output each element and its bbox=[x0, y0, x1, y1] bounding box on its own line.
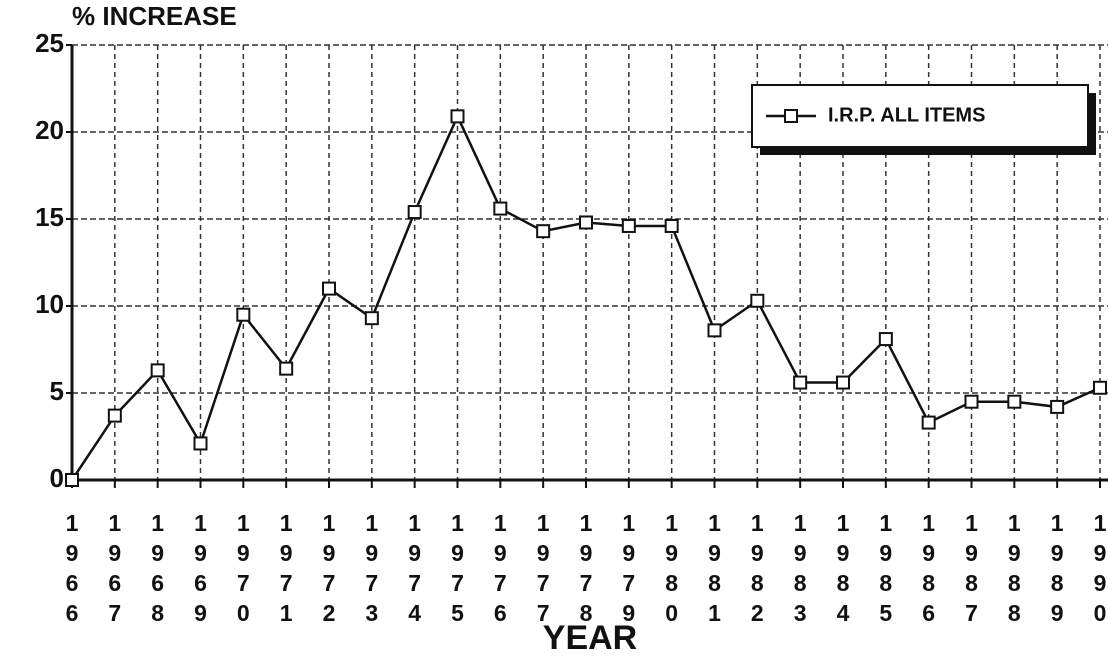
data-point bbox=[407, 205, 422, 220]
x-tick-label: 1967 bbox=[108, 510, 122, 626]
x-tick-label: 1978 bbox=[579, 510, 593, 626]
data-point bbox=[964, 394, 979, 409]
y-tick-label: 0 bbox=[50, 463, 64, 493]
x-tick-label: 1976 bbox=[493, 510, 507, 626]
data-point bbox=[1050, 399, 1065, 414]
data-point bbox=[664, 218, 679, 233]
data-point bbox=[364, 311, 379, 326]
data-point bbox=[621, 218, 636, 233]
x-tick-label: 1977 bbox=[536, 510, 550, 626]
x-tick-label: 1974 bbox=[408, 510, 422, 626]
data-point bbox=[836, 375, 850, 390]
x-tick-label: 1972 bbox=[322, 510, 336, 626]
data-point bbox=[107, 408, 122, 423]
y-tick-label: 10 bbox=[35, 289, 64, 319]
data-point bbox=[750, 293, 765, 308]
data-point bbox=[279, 361, 294, 376]
data-point bbox=[536, 224, 551, 239]
x-tick-label: 1987 bbox=[965, 510, 978, 626]
x-tick-label: 1975 bbox=[451, 510, 464, 626]
x-tick-label: 1988 bbox=[1007, 510, 1021, 626]
x-tick-label: 1981 bbox=[708, 510, 721, 626]
x-tick-label: 1983 bbox=[793, 510, 807, 626]
data-point bbox=[322, 281, 336, 296]
x-tick-label: 1990 bbox=[1093, 510, 1107, 626]
x-tick-label: 1970 bbox=[236, 510, 250, 626]
y-tick-label: 5 bbox=[50, 376, 64, 406]
x-tick-label: 1985 bbox=[879, 510, 893, 626]
x-tick-label: 1986 bbox=[922, 510, 936, 626]
x-tick-label: 1979 bbox=[622, 510, 636, 626]
x-tick-label: 1969 bbox=[194, 510, 207, 626]
data-point bbox=[793, 375, 808, 390]
data-point bbox=[150, 363, 165, 378]
data-point bbox=[707, 323, 722, 338]
x-axis-title: YEAR bbox=[543, 619, 637, 657]
data-point bbox=[1007, 394, 1022, 409]
data-point bbox=[193, 436, 208, 451]
data-point bbox=[450, 109, 465, 124]
y-tick-label: 20 bbox=[35, 115, 64, 145]
x-tick-label: 1980 bbox=[665, 510, 679, 626]
x-tick-label: 1982 bbox=[750, 510, 764, 626]
data-point bbox=[921, 415, 936, 430]
data-point bbox=[493, 201, 508, 216]
y-tick-label: 15 bbox=[35, 202, 64, 232]
data-point bbox=[579, 215, 593, 230]
legend-marker bbox=[784, 109, 798, 123]
y-axis-title: % INCREASE bbox=[72, 1, 237, 31]
x-tick-label: 1984 bbox=[836, 510, 850, 626]
y-tick-label: 25 bbox=[35, 28, 64, 58]
x-tick-label: 1971 bbox=[279, 510, 293, 626]
x-tick-label: 1989 bbox=[1050, 510, 1064, 626]
data-point bbox=[1093, 380, 1107, 395]
data-point bbox=[65, 473, 79, 487]
x-tick-label: 1973 bbox=[365, 510, 379, 626]
data-point bbox=[236, 307, 251, 322]
x-tick-label: 1966 bbox=[65, 510, 79, 626]
x-tick-label: 1968 bbox=[151, 510, 165, 626]
legend: I.R.P. ALL ITEMS bbox=[751, 84, 1096, 155]
legend-label: I.R.P. ALL ITEMS bbox=[828, 104, 985, 126]
data-point bbox=[878, 332, 893, 347]
